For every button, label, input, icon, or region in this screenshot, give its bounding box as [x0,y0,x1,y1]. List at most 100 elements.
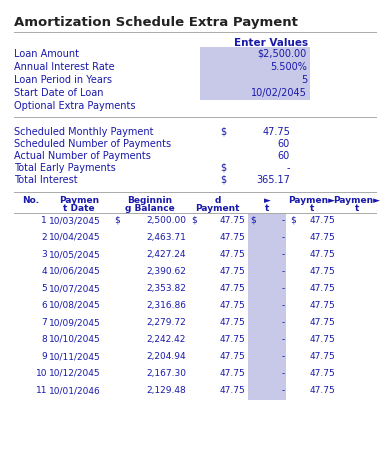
Text: 10/07/2045: 10/07/2045 [49,284,101,293]
Text: 2,204.94: 2,204.94 [146,352,186,361]
Text: 6: 6 [41,301,47,310]
Text: $: $ [220,175,226,185]
Text: 47.75: 47.75 [309,301,335,310]
Text: t: t [265,204,269,213]
Text: Enter Values: Enter Values [234,38,308,48]
Text: 10/05/2045: 10/05/2045 [49,250,101,259]
Text: 5: 5 [301,75,307,85]
Text: t Date: t Date [63,204,95,213]
Text: Loan Period in Years: Loan Period in Years [14,75,112,85]
Text: -: - [287,163,290,173]
Text: 5.500%: 5.500% [270,62,307,72]
Text: No.: No. [23,196,39,205]
Text: 10/09/2045: 10/09/2045 [49,318,101,327]
Bar [248,383,286,400]
Text: -: - [282,386,285,395]
Text: 47.75: 47.75 [219,386,245,395]
Bar [248,213,286,230]
Text: Annual Interest Rate: Annual Interest Rate [14,62,115,72]
Text: 47.75: 47.75 [219,216,245,225]
Text: 2,427.24: 2,427.24 [147,250,186,259]
Text: -: - [282,301,285,310]
Text: Total Early Payments: Total Early Payments [14,163,116,173]
Text: $: $ [114,216,120,225]
Text: ►: ► [264,196,270,205]
Text: Start Date of Loan: Start Date of Loan [14,88,103,98]
Text: Paymen►: Paymen► [289,196,335,205]
Text: $2,500.00: $2,500.00 [258,49,307,59]
Text: 2: 2 [41,233,47,242]
Text: 47.75: 47.75 [309,352,335,361]
Text: Loan Amount: Loan Amount [14,49,79,59]
Text: $: $ [250,216,256,225]
Text: 10: 10 [35,369,47,378]
Text: 47.75: 47.75 [219,352,245,361]
Text: Scheduled Monthly Payment: Scheduled Monthly Payment [14,127,154,137]
Text: 2,463.71: 2,463.71 [146,233,186,242]
Text: 60: 60 [278,139,290,149]
Bar [248,332,286,349]
Text: 47.75: 47.75 [309,267,335,276]
Text: 47.75: 47.75 [309,386,335,395]
Text: 47.75: 47.75 [309,369,335,378]
Text: 2,500.00: 2,500.00 [146,216,186,225]
Text: 47.75: 47.75 [219,233,245,242]
Text: 10/02/2045: 10/02/2045 [251,88,307,98]
Text: $: $ [191,216,197,225]
Text: 9: 9 [41,352,47,361]
Text: 47.75: 47.75 [219,284,245,293]
Text: -: - [282,267,285,276]
Text: -: - [282,216,285,225]
Text: 8: 8 [41,335,47,344]
Text: -: - [282,369,285,378]
Text: 60: 60 [278,151,290,161]
Text: 47.75: 47.75 [309,318,335,327]
Text: 1: 1 [41,216,47,225]
Bar [248,281,286,298]
Text: 10/10/2045: 10/10/2045 [49,335,101,344]
Text: 47.75: 47.75 [309,284,335,293]
Bar [248,315,286,332]
Text: $: $ [220,163,226,173]
Text: 2,242.42: 2,242.42 [147,335,186,344]
Text: 47.75: 47.75 [309,335,335,344]
Bar [200,47,310,100]
Bar [248,264,286,281]
Text: -: - [282,318,285,327]
Text: 2,129.48: 2,129.48 [146,386,186,395]
Text: Amortization Schedule Extra Payment: Amortization Schedule Extra Payment [14,16,298,29]
Text: 10/11/2045: 10/11/2045 [49,352,101,361]
Text: Optional Extra Payments: Optional Extra Payments [14,101,135,111]
Text: 365.17: 365.17 [256,175,290,185]
Text: 47.75: 47.75 [219,318,245,327]
Text: Paymen: Paymen [59,196,99,205]
Text: 2,353.82: 2,353.82 [146,284,186,293]
Text: 47.75: 47.75 [262,127,290,137]
Text: Scheduled Number of Payments: Scheduled Number of Payments [14,139,171,149]
Bar [248,247,286,264]
Text: 47.75: 47.75 [309,216,335,225]
Text: -: - [282,250,285,259]
Text: g Balance: g Balance [125,204,174,213]
Text: 47.75: 47.75 [309,233,335,242]
Text: Actual Number of Payments: Actual Number of Payments [14,151,151,161]
Text: 47.75: 47.75 [219,301,245,310]
Text: 10/06/2045: 10/06/2045 [49,267,101,276]
Text: Payment: Payment [195,204,240,213]
Bar [248,230,286,247]
Text: 10/03/2045: 10/03/2045 [49,216,101,225]
Text: t: t [310,204,314,213]
Text: -: - [282,335,285,344]
Text: Paymen►: Paymen► [333,196,381,205]
Text: Beginnin: Beginnin [127,196,172,205]
Bar [248,349,286,366]
Text: 2,390.62: 2,390.62 [146,267,186,276]
Text: 2,316.86: 2,316.86 [146,301,186,310]
Text: $: $ [290,216,296,225]
Text: 10/12/2045: 10/12/2045 [49,369,101,378]
Text: 3: 3 [41,250,47,259]
Text: 47.75: 47.75 [219,369,245,378]
Text: 11: 11 [35,386,47,395]
Text: -: - [282,352,285,361]
Bar [248,366,286,383]
